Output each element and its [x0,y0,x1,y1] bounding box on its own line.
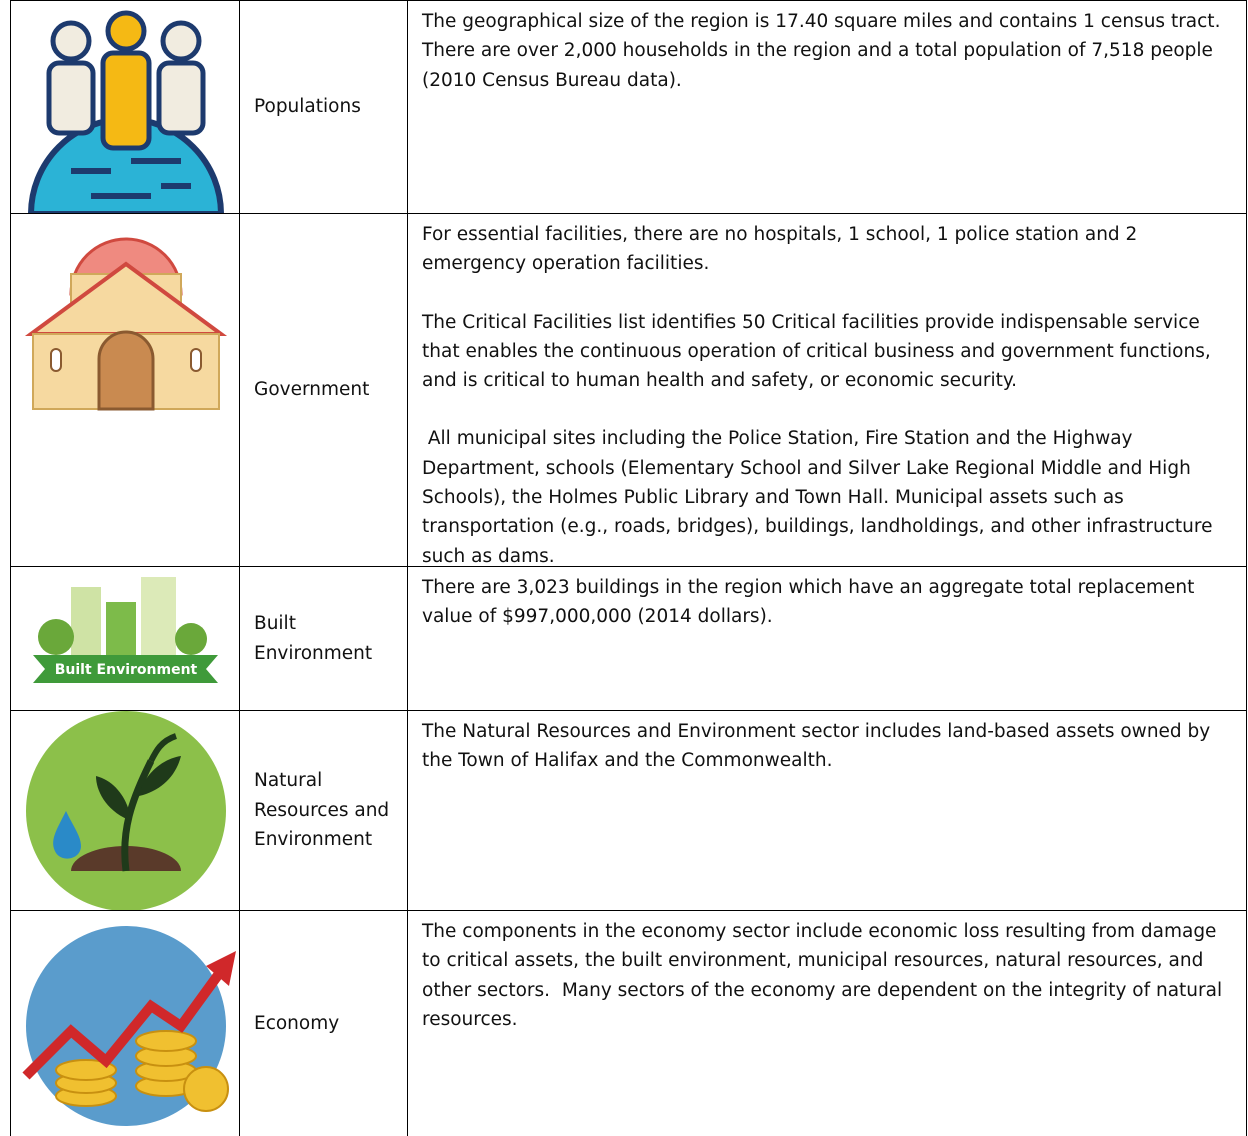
icon-cell [10,911,239,1136]
paragraph: There are 3,023 buildings in the region … [422,577,1201,628]
paragraph: The Natural Resources and Environment se… [422,721,1217,772]
government-icon [24,237,228,411]
text-cell: For essential facilities, there are no h… [407,214,1247,567]
table-row: Populations The geographical size of the… [10,0,1247,214]
paragraph: All municipal sites including the Police… [422,428,1219,567]
table-row: Natural Resources and Environment The Na… [10,711,1247,911]
paragraph: The components in the economy sector inc… [422,921,1228,1030]
row-label: Built Environment [254,613,373,664]
icon-cell [10,711,239,910]
text-cell: There are 3,023 buildings in the region … [407,567,1247,710]
economy-icon [22,926,236,1126]
row-label: Populations [254,96,361,118]
text-cell: The Natural Resources and Environment se… [407,711,1247,910]
table-row: Economy The components in the economy se… [10,911,1247,1136]
icon-cell: Built Environment [10,567,239,710]
populations-icon [28,10,224,213]
icon-cell [10,1,239,213]
paragraph: The geographical size of the region is 1… [422,11,1233,91]
paragraph: For essential facilities, there are no h… [422,224,1144,275]
label-cell: Populations [239,1,407,213]
text-cell: The geographical size of the region is 1… [407,1,1247,213]
table-row: Government For essential facilities, the… [10,214,1247,567]
row-label: Natural Resources and Environment [254,770,390,851]
icon-cell [10,214,239,566]
label-cell: Economy [239,911,407,1136]
row-label: Government [254,379,370,401]
label-cell: Built Environment [239,567,407,710]
paragraph: The Critical Facilities list identifies … [422,311,1217,392]
text-cell: The components in the economy sector inc… [407,911,1247,1136]
icon-text: Built Environment [55,662,198,678]
table-row: Built Environment Built Environment Ther… [10,567,1247,711]
label-cell: Government [239,214,407,566]
row-label: Economy [254,1012,340,1034]
natural-resources-icon [26,711,226,910]
label-cell: Natural Resources and Environment [239,711,407,910]
built-environment-icon: Built Environment [33,577,218,683]
